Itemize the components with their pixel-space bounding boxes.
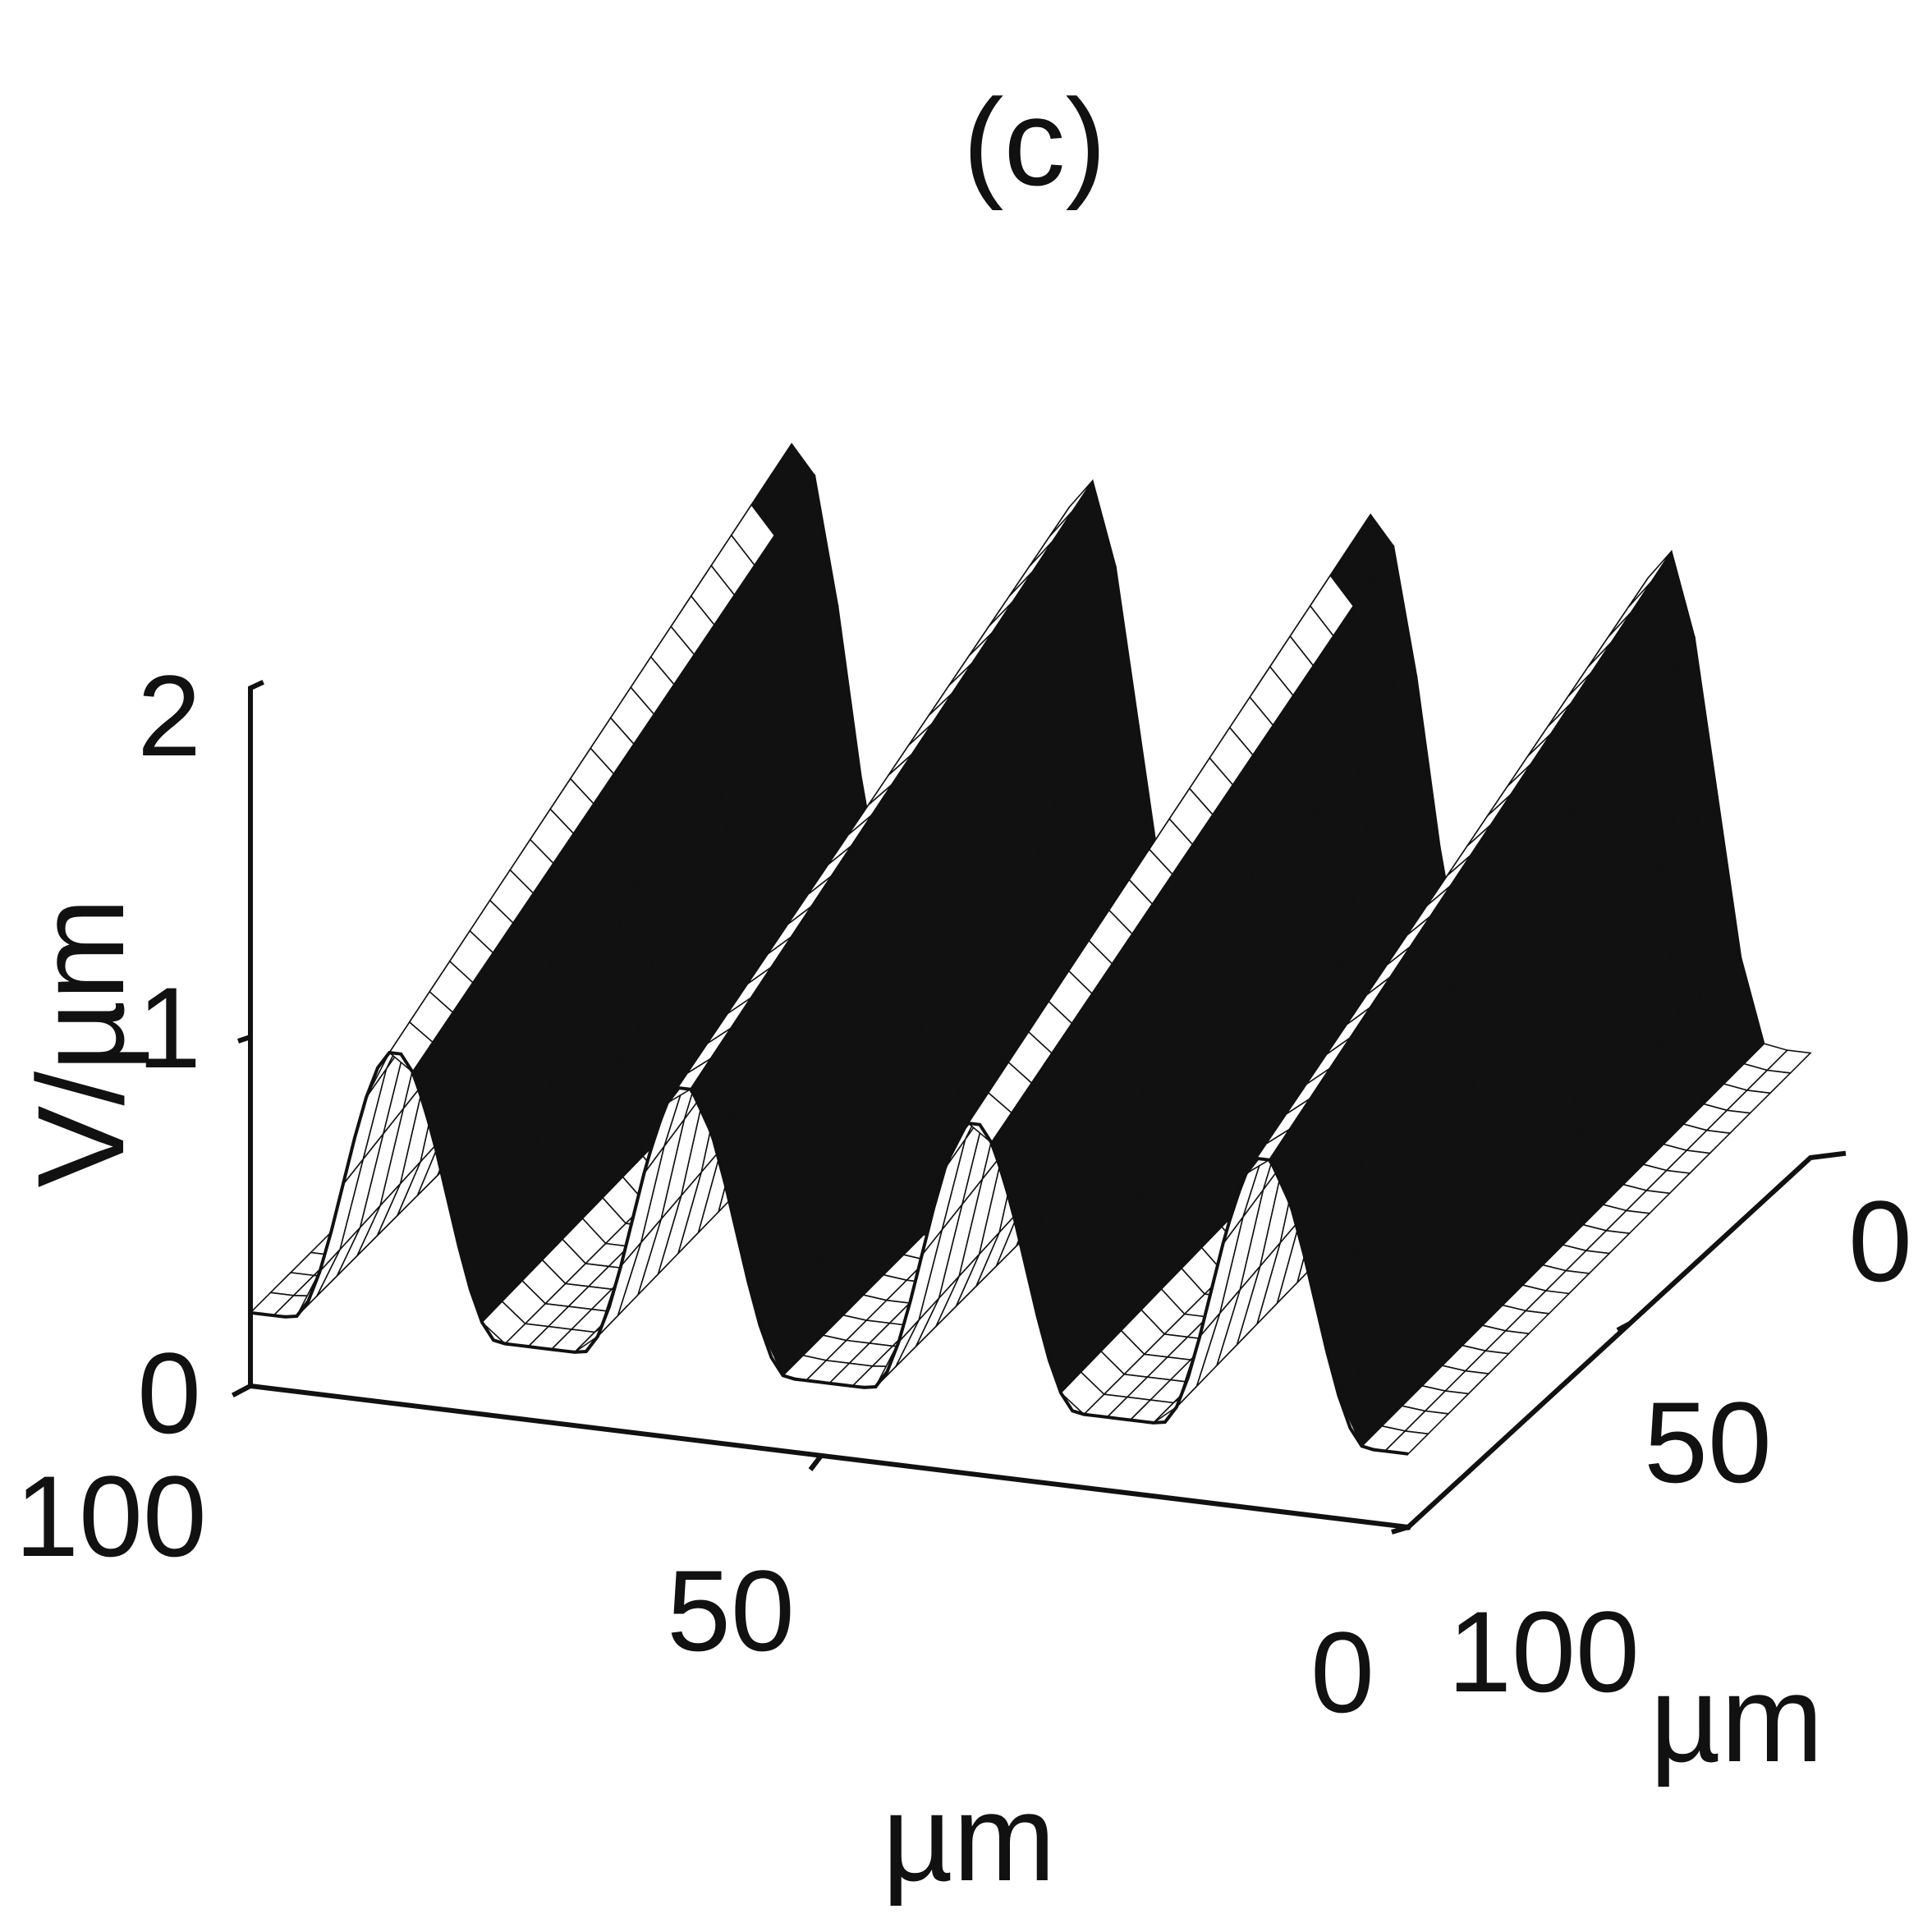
panel-label: (c) [963, 73, 1107, 211]
surface-front-edge [250, 1050, 1409, 1456]
y-tick-50 [1616, 1321, 1631, 1333]
x-tick-label-50: 50 [667, 1546, 795, 1675]
y-tick-label-100: 100 [1448, 1587, 1640, 1716]
y-tick-label-50: 50 [1644, 1378, 1772, 1507]
x-axis-label: µm [882, 1769, 1055, 1907]
z-axis-label: V/µm [11, 897, 149, 1187]
y-tick-label-0: 0 [1848, 1177, 1912, 1305]
x-axis-line [247, 1383, 1411, 1530]
z-tick-label-1: 1 [137, 963, 201, 1092]
axes [231, 680, 1847, 1535]
surface-mesh [249, 443, 1812, 1456]
x-tick-50 [808, 1454, 824, 1471]
z-tick-1 [237, 1035, 251, 1044]
y-tick-labels: 0 50 100 [1448, 1177, 1912, 1716]
x-tick-0 [1391, 1525, 1409, 1535]
z-tick-label-0: 0 [137, 1328, 201, 1457]
x-tick-label-0: 0 [1310, 1608, 1374, 1737]
z-tick-labels: 2 1 0 [137, 651, 201, 1457]
z-tick-label-2: 2 [137, 651, 201, 780]
y-axis-line [1404, 1150, 1847, 1531]
x-tick-labels: 100 50 0 [15, 1452, 1374, 1737]
x-tick-label-100: 100 [15, 1452, 207, 1581]
y-axis-label: µm [1650, 1650, 1823, 1787]
